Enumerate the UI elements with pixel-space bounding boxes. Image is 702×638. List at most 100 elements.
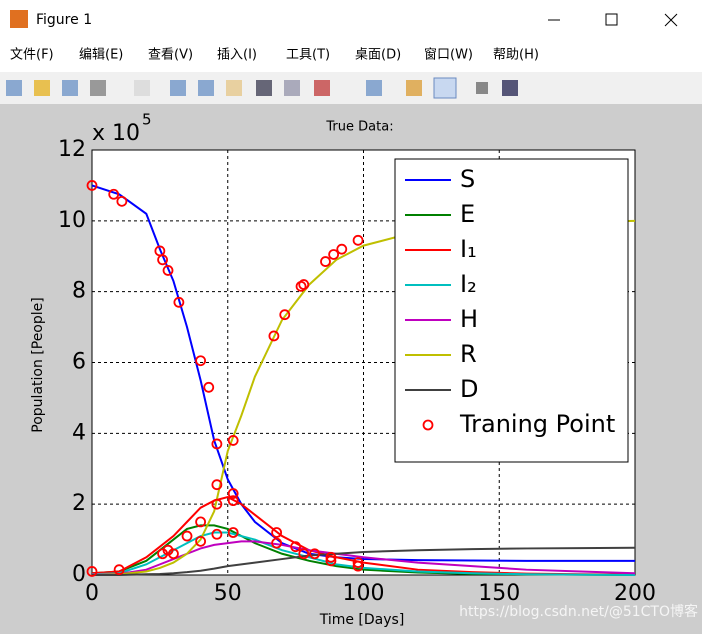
tool-hide[interactable] bbox=[476, 82, 488, 94]
tool-brush[interactable] bbox=[314, 80, 330, 96]
training-point bbox=[352, 557, 364, 569]
training-point bbox=[211, 528, 223, 540]
training-point bbox=[195, 355, 207, 367]
x-tick-label: 150 bbox=[478, 581, 520, 606]
training-point bbox=[298, 548, 310, 560]
training-point bbox=[271, 527, 283, 538]
toolbar-icons bbox=[6, 77, 518, 99]
training-point bbox=[325, 555, 337, 567]
training-point bbox=[309, 548, 321, 560]
training-point bbox=[168, 548, 179, 560]
legend-label: H bbox=[460, 305, 478, 333]
tool-colorbar[interactable] bbox=[406, 80, 422, 96]
training-point bbox=[162, 265, 174, 276]
legend-label: I₂ bbox=[460, 270, 477, 298]
training-point bbox=[113, 564, 125, 576]
toolbar bbox=[0, 72, 702, 104]
training-point bbox=[211, 498, 223, 510]
training-point bbox=[298, 279, 310, 290]
series-line bbox=[91, 540, 636, 576]
training-point bbox=[181, 530, 193, 542]
tool-zoom-out[interactable] bbox=[198, 80, 214, 96]
menu-item[interactable]: 窗口(W) bbox=[424, 47, 473, 63]
legend-marker bbox=[422, 419, 434, 431]
training-point bbox=[352, 234, 364, 246]
menu-item[interactable]: 工具(T) bbox=[286, 48, 330, 63]
y-tick-label: 12 bbox=[58, 137, 86, 162]
training-point bbox=[290, 541, 302, 553]
training-point bbox=[173, 296, 185, 308]
window-title: Figure 1 bbox=[36, 12, 92, 28]
training-point bbox=[227, 495, 239, 507]
tool-datacursor[interactable] bbox=[284, 80, 300, 96]
tool-pan[interactable] bbox=[226, 80, 242, 96]
y-tick-label: 6 bbox=[72, 350, 86, 375]
training-point bbox=[279, 309, 291, 321]
menu-item[interactable]: 文件(F) bbox=[10, 48, 54, 63]
legend-box bbox=[394, 158, 629, 463]
x-tick-label: 0 bbox=[85, 581, 99, 606]
legend-label: E bbox=[460, 200, 475, 228]
training-point bbox=[195, 516, 207, 528]
menu-item[interactable]: 桌面(D) bbox=[355, 48, 401, 63]
maximize-button[interactable] bbox=[605, 13, 618, 26]
training-point bbox=[203, 381, 215, 393]
x-axis-label: Time [Days] bbox=[319, 612, 405, 628]
training-point bbox=[211, 479, 223, 491]
y-tick-label: 8 bbox=[72, 279, 86, 304]
training-point bbox=[116, 195, 128, 207]
training-point bbox=[211, 438, 223, 450]
tool-link[interactable] bbox=[366, 80, 382, 96]
y-multiplier: x 10 bbox=[92, 121, 140, 146]
y-tick-label: 4 bbox=[72, 420, 86, 445]
menu-item[interactable]: 查看(V) bbox=[148, 47, 193, 63]
y-multiplier-exponent: 5 bbox=[142, 111, 152, 129]
y-tick-label: 0 bbox=[72, 562, 86, 587]
tool-zoom-in[interactable] bbox=[170, 80, 186, 96]
menu-item[interactable]: 编辑(E) bbox=[79, 48, 123, 63]
tool-save[interactable] bbox=[62, 80, 78, 96]
chart-title: True Data: bbox=[325, 120, 393, 135]
tool-new[interactable] bbox=[6, 80, 22, 96]
training-point bbox=[157, 254, 168, 266]
close-button[interactable] bbox=[664, 13, 678, 27]
training-point bbox=[227, 488, 239, 499]
y-axis-label: Population [People] bbox=[30, 297, 46, 432]
legend-label: R bbox=[460, 340, 477, 368]
tool-rotate[interactable] bbox=[256, 80, 272, 96]
menu-item[interactable]: 插入(I) bbox=[217, 48, 257, 63]
training-point bbox=[320, 256, 331, 267]
training-point bbox=[271, 537, 283, 549]
training-point bbox=[268, 330, 280, 342]
training-point bbox=[108, 188, 120, 200]
training-point bbox=[86, 566, 98, 577]
axes-box bbox=[91, 149, 636, 576]
legend-label: D bbox=[460, 375, 478, 403]
y-tick-label: 2 bbox=[72, 491, 86, 516]
x-tick-label: 50 bbox=[214, 581, 242, 606]
watermark: https://blog.csdn.net/@51CTO博客 bbox=[459, 603, 698, 620]
tool-legend[interactable] bbox=[433, 77, 457, 99]
training-point bbox=[336, 243, 348, 255]
series-line bbox=[91, 496, 636, 576]
legend-label: S bbox=[460, 165, 475, 193]
training-point bbox=[86, 180, 98, 191]
tool-show[interactable] bbox=[502, 80, 518, 96]
training-point bbox=[227, 527, 239, 538]
series-line bbox=[91, 531, 636, 576]
tool-print[interactable] bbox=[90, 80, 106, 96]
x-tick-label: 100 bbox=[343, 581, 385, 606]
training-point bbox=[352, 560, 364, 572]
y-tick-label: 10 bbox=[58, 208, 86, 233]
tool-open[interactable] bbox=[34, 80, 50, 96]
legend-label: Traning Point bbox=[459, 410, 615, 438]
training-point bbox=[195, 535, 207, 547]
menu-item[interactable]: 帮助(H) bbox=[493, 48, 539, 63]
series-line bbox=[92, 546, 636, 576]
tool-pointer[interactable] bbox=[134, 80, 150, 96]
training-point bbox=[325, 551, 337, 563]
x-tick-label: 200 bbox=[614, 581, 656, 606]
training-point bbox=[328, 249, 340, 260]
training-point bbox=[227, 435, 239, 446]
